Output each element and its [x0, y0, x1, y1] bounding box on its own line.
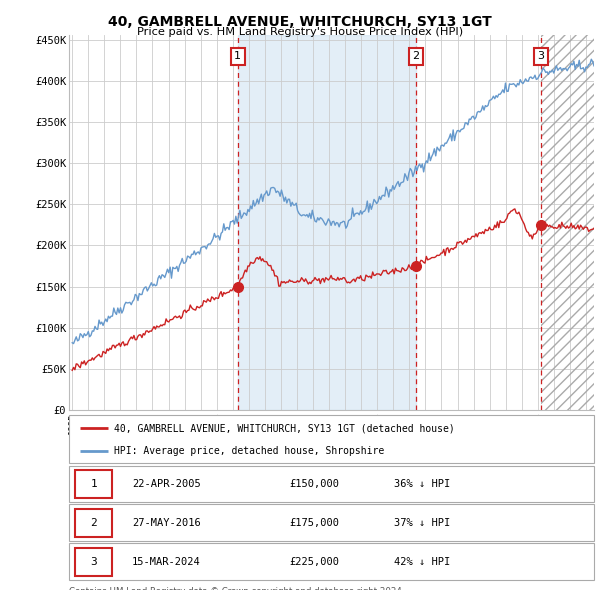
Text: £175,000: £175,000 — [290, 518, 340, 527]
Text: 1: 1 — [234, 51, 241, 61]
Text: Contains HM Land Registry data © Crown copyright and database right 2024.
This d: Contains HM Land Registry data © Crown c… — [69, 587, 404, 590]
Text: 1: 1 — [90, 479, 97, 489]
Text: 27-MAY-2016: 27-MAY-2016 — [132, 518, 201, 527]
Bar — [541, 35, 600, 410]
Text: 40, GAMBRELL AVENUE, WHITCHURCH, SY13 1GT: 40, GAMBRELL AVENUE, WHITCHURCH, SY13 1G… — [108, 15, 492, 30]
Text: 3: 3 — [90, 557, 97, 566]
Text: 36% ↓ HPI: 36% ↓ HPI — [395, 479, 451, 489]
Text: HPI: Average price, detached house, Shropshire: HPI: Average price, detached house, Shro… — [113, 446, 384, 456]
Text: Price paid vs. HM Land Registry's House Price Index (HPI): Price paid vs. HM Land Registry's House … — [137, 27, 463, 37]
Text: 3: 3 — [538, 51, 545, 61]
Text: 40, GAMBRELL AVENUE, WHITCHURCH, SY13 1GT (detached house): 40, GAMBRELL AVENUE, WHITCHURCH, SY13 1G… — [113, 423, 454, 433]
Text: 22-APR-2005: 22-APR-2005 — [132, 479, 201, 489]
Text: £150,000: £150,000 — [290, 479, 340, 489]
Text: 42% ↓ HPI: 42% ↓ HPI — [395, 557, 451, 566]
Bar — [76, 470, 112, 498]
Text: 15-MAR-2024: 15-MAR-2024 — [132, 557, 201, 566]
Text: £225,000: £225,000 — [290, 557, 340, 566]
Bar — [238, 35, 416, 410]
Text: 37% ↓ HPI: 37% ↓ HPI — [395, 518, 451, 527]
Text: 2: 2 — [412, 51, 419, 61]
Bar — [76, 548, 112, 576]
Bar — [76, 509, 112, 537]
Bar — [541, 31, 600, 410]
Text: 2: 2 — [90, 518, 97, 527]
